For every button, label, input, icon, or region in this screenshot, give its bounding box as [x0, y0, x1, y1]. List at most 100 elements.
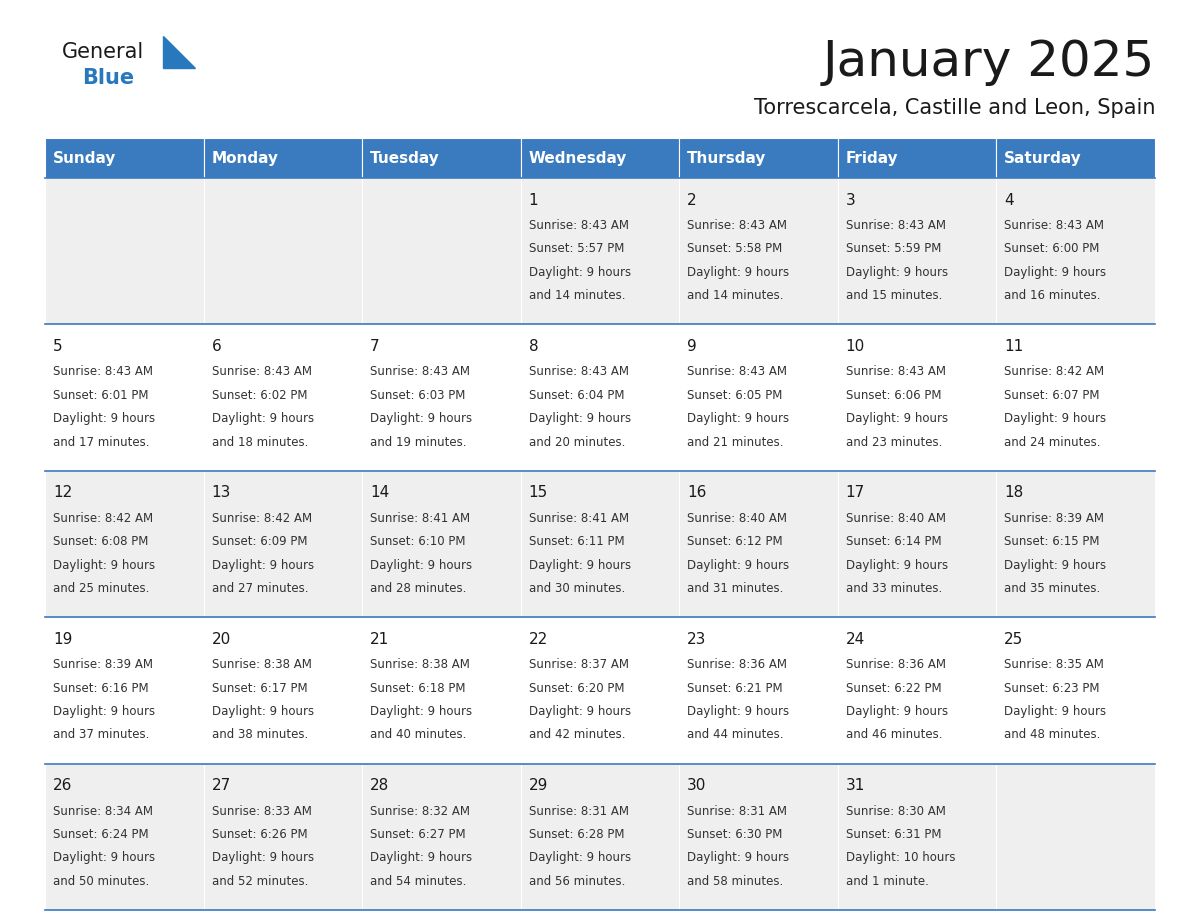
Text: Sunset: 6:07 PM: Sunset: 6:07 PM	[1004, 389, 1100, 402]
Text: Sunset: 6:04 PM: Sunset: 6:04 PM	[529, 389, 624, 402]
Bar	[680, 178, 838, 324]
Text: Sunrise: 8:31 AM: Sunrise: 8:31 AM	[687, 804, 788, 818]
Text: Sunrise: 8:43 AM: Sunrise: 8:43 AM	[529, 365, 628, 378]
Text: and 16 minutes.: and 16 minutes.	[1004, 289, 1101, 302]
Text: Daylight: 9 hours: Daylight: 9 hours	[211, 705, 314, 718]
Bar	[838, 471, 997, 617]
Text: and 18 minutes.: and 18 minutes.	[211, 436, 308, 449]
Text: Sunset: 6:15 PM: Sunset: 6:15 PM	[1004, 535, 1100, 548]
Text: Daylight: 9 hours: Daylight: 9 hours	[846, 412, 948, 425]
Text: and 17 minutes.: and 17 minutes.	[53, 436, 150, 449]
Text: Sunrise: 8:39 AM: Sunrise: 8:39 AM	[53, 658, 153, 671]
Text: Sunrise: 8:39 AM: Sunrise: 8:39 AM	[1004, 512, 1105, 525]
Text: Sunrise: 8:35 AM: Sunrise: 8:35 AM	[1004, 658, 1104, 671]
Text: 17: 17	[846, 486, 865, 500]
Text: Sunrise: 8:37 AM: Sunrise: 8:37 AM	[529, 658, 628, 671]
Text: Sunset: 6:27 PM: Sunset: 6:27 PM	[371, 828, 466, 841]
Text: 21: 21	[371, 632, 390, 647]
Text: Sunrise: 8:43 AM: Sunrise: 8:43 AM	[211, 365, 311, 378]
Text: Daylight: 9 hours: Daylight: 9 hours	[687, 412, 789, 425]
Text: 25: 25	[1004, 632, 1024, 647]
Text: Daylight: 9 hours: Daylight: 9 hours	[211, 412, 314, 425]
Bar	[997, 324, 1155, 471]
Text: 1: 1	[529, 193, 538, 207]
Text: 20: 20	[211, 632, 230, 647]
Bar	[203, 764, 362, 910]
Text: Daylight: 9 hours: Daylight: 9 hours	[846, 266, 948, 279]
Text: Sunset: 6:26 PM: Sunset: 6:26 PM	[211, 828, 308, 841]
Text: Daylight: 9 hours: Daylight: 9 hours	[687, 851, 789, 865]
Bar	[45, 324, 203, 471]
Bar	[362, 471, 520, 617]
Text: Sunrise: 8:42 AM: Sunrise: 8:42 AM	[53, 512, 153, 525]
Text: Daylight: 9 hours: Daylight: 9 hours	[371, 705, 472, 718]
Text: Sunset: 6:08 PM: Sunset: 6:08 PM	[53, 535, 148, 548]
Text: 2: 2	[687, 193, 697, 207]
Bar	[203, 324, 362, 471]
Bar	[362, 178, 520, 324]
Text: Sunset: 6:23 PM: Sunset: 6:23 PM	[1004, 682, 1100, 695]
Text: and 48 minutes.: and 48 minutes.	[1004, 729, 1101, 742]
Text: Sunset: 6:31 PM: Sunset: 6:31 PM	[846, 828, 941, 841]
Text: Sunset: 6:00 PM: Sunset: 6:00 PM	[1004, 242, 1100, 255]
Text: Daylight: 9 hours: Daylight: 9 hours	[1004, 412, 1106, 425]
Text: Daylight: 10 hours: Daylight: 10 hours	[846, 851, 955, 865]
Bar	[45, 138, 203, 178]
Bar	[838, 178, 997, 324]
Text: Sunset: 6:03 PM: Sunset: 6:03 PM	[371, 389, 466, 402]
Text: and 23 minutes.: and 23 minutes.	[846, 436, 942, 449]
Text: January 2025: January 2025	[823, 38, 1155, 86]
Text: Blue: Blue	[82, 68, 134, 88]
Text: Sunset: 6:28 PM: Sunset: 6:28 PM	[529, 828, 624, 841]
Text: Sunrise: 8:36 AM: Sunrise: 8:36 AM	[687, 658, 788, 671]
Text: Sunrise: 8:43 AM: Sunrise: 8:43 AM	[846, 219, 946, 232]
Polygon shape	[163, 36, 195, 68]
Bar	[680, 324, 838, 471]
Text: Sunset: 6:17 PM: Sunset: 6:17 PM	[211, 682, 308, 695]
Text: and 38 minutes.: and 38 minutes.	[211, 729, 308, 742]
Bar	[520, 764, 680, 910]
Text: Sunset: 5:57 PM: Sunset: 5:57 PM	[529, 242, 624, 255]
Text: Daylight: 9 hours: Daylight: 9 hours	[53, 412, 156, 425]
Bar	[45, 764, 203, 910]
Text: 28: 28	[371, 778, 390, 793]
Text: Daylight: 9 hours: Daylight: 9 hours	[846, 559, 948, 572]
Bar	[362, 764, 520, 910]
Text: Sunrise: 8:34 AM: Sunrise: 8:34 AM	[53, 804, 153, 818]
Bar	[203, 138, 362, 178]
Text: General: General	[62, 42, 144, 62]
Text: 16: 16	[687, 486, 707, 500]
Text: Sunset: 6:18 PM: Sunset: 6:18 PM	[371, 682, 466, 695]
Text: Sunset: 5:58 PM: Sunset: 5:58 PM	[687, 242, 783, 255]
Text: and 54 minutes.: and 54 minutes.	[371, 875, 467, 888]
Text: Daylight: 9 hours: Daylight: 9 hours	[1004, 559, 1106, 572]
Text: 4: 4	[1004, 193, 1015, 207]
Bar	[45, 617, 203, 764]
Text: and 50 minutes.: and 50 minutes.	[53, 875, 150, 888]
Text: Sunrise: 8:38 AM: Sunrise: 8:38 AM	[371, 658, 470, 671]
Bar	[203, 617, 362, 764]
Text: Daylight: 9 hours: Daylight: 9 hours	[371, 412, 472, 425]
Bar	[838, 324, 997, 471]
Text: Sunrise: 8:43 AM: Sunrise: 8:43 AM	[371, 365, 470, 378]
Text: Sunrise: 8:31 AM: Sunrise: 8:31 AM	[529, 804, 628, 818]
Text: Sunrise: 8:41 AM: Sunrise: 8:41 AM	[529, 512, 628, 525]
Text: Daylight: 9 hours: Daylight: 9 hours	[846, 705, 948, 718]
Text: Daylight: 9 hours: Daylight: 9 hours	[1004, 266, 1106, 279]
Bar	[45, 178, 203, 324]
Text: Daylight: 9 hours: Daylight: 9 hours	[529, 559, 631, 572]
Text: 30: 30	[687, 778, 707, 793]
Text: Daylight: 9 hours: Daylight: 9 hours	[687, 559, 789, 572]
Text: Sunset: 6:16 PM: Sunset: 6:16 PM	[53, 682, 148, 695]
Text: and 52 minutes.: and 52 minutes.	[211, 875, 308, 888]
Text: 26: 26	[53, 778, 72, 793]
Text: Sunset: 6:01 PM: Sunset: 6:01 PM	[53, 389, 148, 402]
Text: Daylight: 9 hours: Daylight: 9 hours	[529, 266, 631, 279]
Bar	[997, 178, 1155, 324]
Text: Sunrise: 8:40 AM: Sunrise: 8:40 AM	[846, 512, 946, 525]
Text: 14: 14	[371, 486, 390, 500]
Text: Daylight: 9 hours: Daylight: 9 hours	[1004, 705, 1106, 718]
Text: Wednesday: Wednesday	[529, 151, 627, 165]
Text: 22: 22	[529, 632, 548, 647]
Text: and 37 minutes.: and 37 minutes.	[53, 729, 150, 742]
